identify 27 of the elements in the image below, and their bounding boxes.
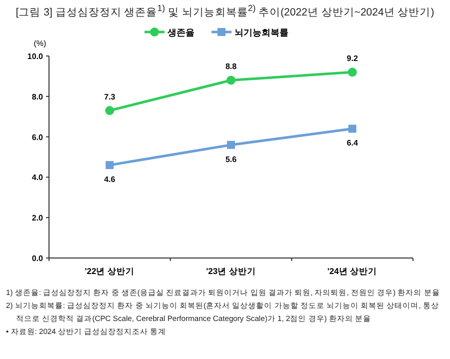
legend-label: 생존율: [166, 28, 194, 38]
point: [106, 161, 114, 170]
data-label: 7.3: [104, 92, 116, 102]
x-tick-label: '22년 상반기: [84, 266, 135, 276]
point: [226, 76, 236, 85]
data-label: 6.4: [346, 138, 358, 148]
point: [227, 140, 235, 149]
data-label: 9.2: [346, 54, 358, 64]
legend-label: 뇌기능회복률: [234, 28, 288, 38]
x-tick-label: '23년 상반기: [206, 266, 256, 276]
y-tick-label: 0.0: [32, 254, 44, 263]
point: [348, 124, 356, 133]
뇌기능회복률: 4.6 5.6 6.4: [104, 124, 358, 184]
point: [105, 106, 114, 116]
y-tick-label: 8.0: [32, 92, 44, 102]
y-tick-label: 10.0: [27, 52, 44, 61]
y-tick-label: 4.0: [32, 173, 44, 182]
data-label: 4.6: [104, 175, 116, 184]
y-axis-title: (%): [34, 39, 47, 48]
x-tick-label: '24년 상반기: [327, 266, 378, 276]
chart-title: [그림 3] 급성심장정지 생존율$^{1)}$ 및 뇌기능회복률$^{2)}$ 추이(2022년 상반기~2024년 상반기): [14, 3, 436, 20]
data-label: 5.6: [225, 154, 238, 164]
y-tick-label: 6.0: [32, 132, 44, 142]
data-label: 8.8: [225, 62, 238, 72]
y-tick-label: 2.0: [32, 214, 44, 223]
생존율: 7.3 8.8 9.2: [104, 54, 358, 116]
point: [348, 68, 357, 77]
